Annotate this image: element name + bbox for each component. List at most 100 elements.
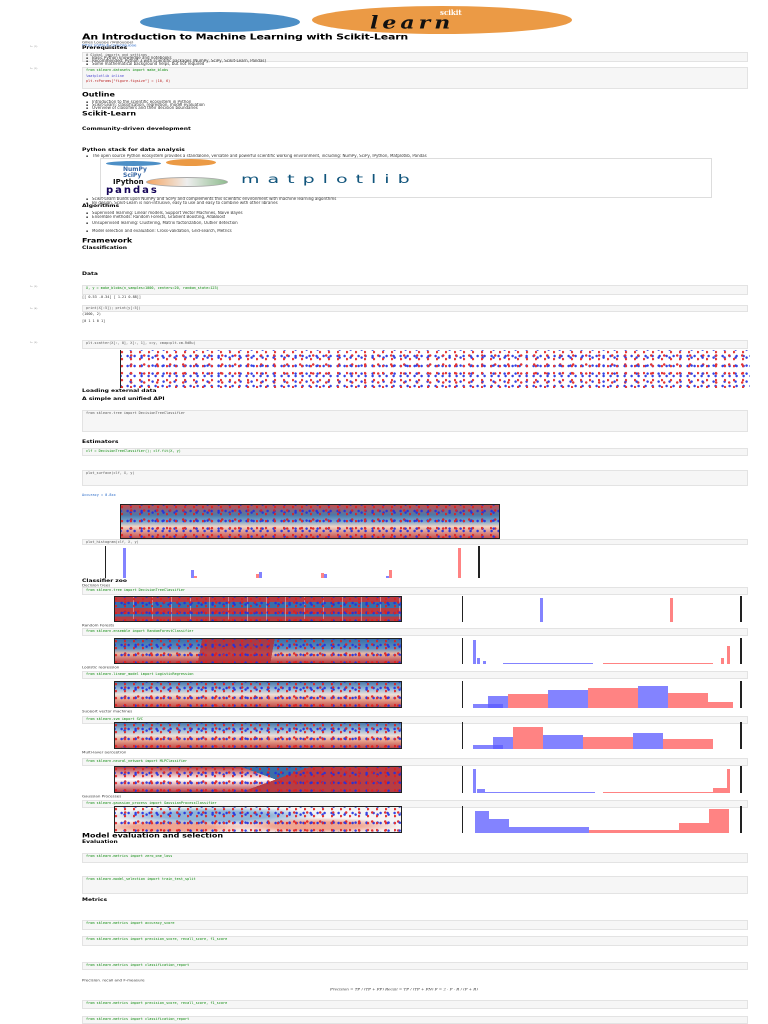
scatter-points — [115, 807, 401, 832]
scatter-points — [121, 350, 750, 388]
svm-decision-surface — [114, 722, 402, 749]
section-precision-recall: Precision, recall and F-measure — [82, 979, 145, 982]
histogram-bar — [603, 663, 713, 664]
code-cell[interactable]: from sklearn.metrics import precision_sc… — [82, 936, 748, 946]
histogram-bar — [713, 788, 727, 793]
histogram-bar — [191, 570, 194, 578]
code-cell[interactable]: from sklearn.ensemble import RandomFores… — [82, 628, 748, 636]
section-decision-trees: Decision trees — [82, 584, 111, 587]
list-item: Some mathematical background helps, but … — [86, 62, 204, 66]
code-cell[interactable]: from sklearn.tree import DecisionTreeCla… — [82, 587, 748, 595]
histogram-bar — [503, 663, 593, 664]
scatter-points — [115, 767, 401, 792]
list-item: By design, Scikit-Learn is non-intrusive… — [86, 201, 726, 205]
histogram-bar — [477, 789, 485, 793]
cell-code: from sklearn.tree import DecisionTreeCla… — [86, 588, 186, 592]
code-cell[interactable]: plot_surface(clf, X, y) — [82, 470, 748, 486]
code-cell[interactable]: X, y = make_blobs(n_samples=1000, center… — [82, 285, 748, 295]
section-python-stack: Python stack for data analysis — [82, 147, 185, 153]
code-cell[interactable]: plt.scatter(X[:, 0], X[:, 1], c=y, cmap=… — [82, 340, 748, 349]
code-cell[interactable]: from sklearn.svm import SVC — [82, 716, 748, 724]
mlp-histogram — [462, 766, 742, 793]
section-random-forests: Random Forests — [82, 624, 115, 627]
cell-code: plot_histogram(clf, X, y) — [86, 540, 139, 544]
list-item: Scikit-Learn builds upon NumPy and SciPy… — [86, 197, 726, 201]
histogram-bar — [256, 574, 259, 578]
matplotlib-logo: matplotlib — [241, 173, 418, 187]
code-cell[interactable]: clf = DecisionTreeClassifier(); clf.fit(… — [82, 448, 748, 456]
histogram-bar — [583, 737, 633, 749]
logo-orange-oval — [312, 6, 572, 34]
list-item: Ensemble methods: Random Forests, Gradie… — [86, 215, 225, 219]
notebook-title: An Introduction to Machine Learning with… — [82, 32, 409, 42]
code-cell[interactable]: from sklearn.metrics import precision_sc… — [82, 1000, 748, 1009]
gp-histogram — [462, 806, 742, 833]
cell-prompt: In [4]: — [30, 308, 39, 310]
cell-output: (1000, 2) — [82, 312, 101, 316]
histogram-bar — [324, 574, 327, 578]
code-cell[interactable]: from sklearn.linear_model import Logisti… — [82, 671, 748, 679]
code-cell[interactable]: from sklearn.metrics import classificati… — [82, 1016, 748, 1024]
numpy-logo: NumPy — [123, 166, 147, 173]
code-cell[interactable]: from sklearn.neural_network import MLPCl… — [82, 758, 748, 766]
histogram-bar — [679, 823, 709, 833]
dt-histogram — [462, 596, 742, 622]
small-blue-oval — [106, 161, 161, 166]
code-cell[interactable]: from sklearn.metrics import classificati… — [82, 962, 748, 970]
cell-output: [[ 0.53 -0.34] [ 1.21 0.88]] — [82, 295, 142, 299]
histogram-bar — [663, 739, 713, 749]
cell-output: [0 1 1 0 1] — [82, 319, 106, 323]
list-item: Supervised learning: Linear models, Supp… — [86, 211, 243, 215]
histogram-bar — [708, 702, 733, 708]
gp-decision-surface — [114, 806, 402, 833]
cell-code: from sklearn.tree import DecisionTreeCla… — [86, 411, 186, 415]
code-cell[interactable]: print(X[:5]); print(y[:5]) — [82, 305, 748, 312]
histogram-bar — [727, 769, 730, 793]
section-classifier-zoo: Classifier zoo — [82, 578, 128, 584]
cell-code: from sklearn.metrics import accuracy_sco… — [86, 921, 175, 925]
section-api: A simple and unified API — [82, 396, 165, 402]
cell-code: clf = DecisionTreeClassifier(); clf.fit(… — [86, 449, 181, 453]
histogram-bar — [543, 735, 583, 749]
histogram-bar — [259, 572, 262, 578]
section-logistic: Logistic regression — [82, 666, 120, 669]
cell-output: Accuracy = 0.8xx — [82, 493, 116, 497]
cell-code: from sklearn.gaussian_process import Gau… — [86, 801, 217, 805]
code-cell[interactable]: from sklearn.metrics import zero_one_los… — [82, 853, 748, 863]
code-cell[interactable]: from sklearn.datasets import make_blobs … — [82, 67, 748, 89]
list-item: Unsupervised learning: Clustering, Matri… — [86, 221, 238, 225]
list-item: The open source Python ecosystem provide… — [86, 154, 726, 158]
mlp-decision-surface — [114, 766, 402, 793]
list-item: Recommended: Python 3 with scientific pa… — [86, 59, 266, 63]
histogram-bar — [668, 693, 708, 708]
cell-code: from sklearn.svm import SVC — [86, 717, 143, 721]
rf-decision-surface — [114, 638, 402, 664]
author-line: Gilles Louppe (@glouppe) — [82, 41, 134, 44]
section-prerequisites: Prerequisites — [82, 45, 128, 51]
section-outline: Outline — [82, 91, 115, 98]
code-cell[interactable]: from sklearn.metrics import accuracy_sco… — [82, 920, 748, 930]
cell-prompt: In [2]: — [30, 68, 39, 70]
cell-code: from sklearn.metrics import precision_sc… — [86, 1001, 228, 1005]
section-metrics: Metrics — [82, 897, 108, 903]
histogram-bar — [489, 819, 509, 833]
list-item: Introduction to the scientific ecosystem… — [86, 100, 191, 104]
cell-code: plot_surface(clf, X, y) — [86, 471, 135, 475]
code-cell[interactable]: from sklearn.model_selection import trai… — [82, 876, 748, 894]
histogram-bar — [588, 688, 638, 708]
histogram-bar — [475, 811, 489, 833]
scipy-logo: SciPy — [123, 172, 142, 179]
code-cell[interactable]: from sklearn.gaussian_process import Gau… — [82, 800, 748, 808]
cell-code: from sklearn.datasets import make_blobs — [86, 68, 169, 72]
histogram-bar — [473, 640, 476, 664]
markdown-cell[interactable]: # Global imports and settings — [82, 52, 748, 62]
scatter-points — [115, 597, 401, 621]
section-algorithms: Algorithms — [82, 203, 120, 209]
histogram-bar — [508, 694, 548, 708]
source-link[interactable]: https://github.com/glouppe — [82, 44, 137, 47]
histogram-bar — [483, 661, 486, 664]
section-evaluation: Evaluation — [82, 839, 118, 845]
cell-code: from sklearn.neural_network import MLPCl… — [86, 759, 188, 763]
code-cell[interactable]: plot_histogram(clf, X, y) — [82, 539, 748, 545]
code-cell[interactable]: from sklearn.tree import DecisionTreeCla… — [82, 410, 748, 432]
